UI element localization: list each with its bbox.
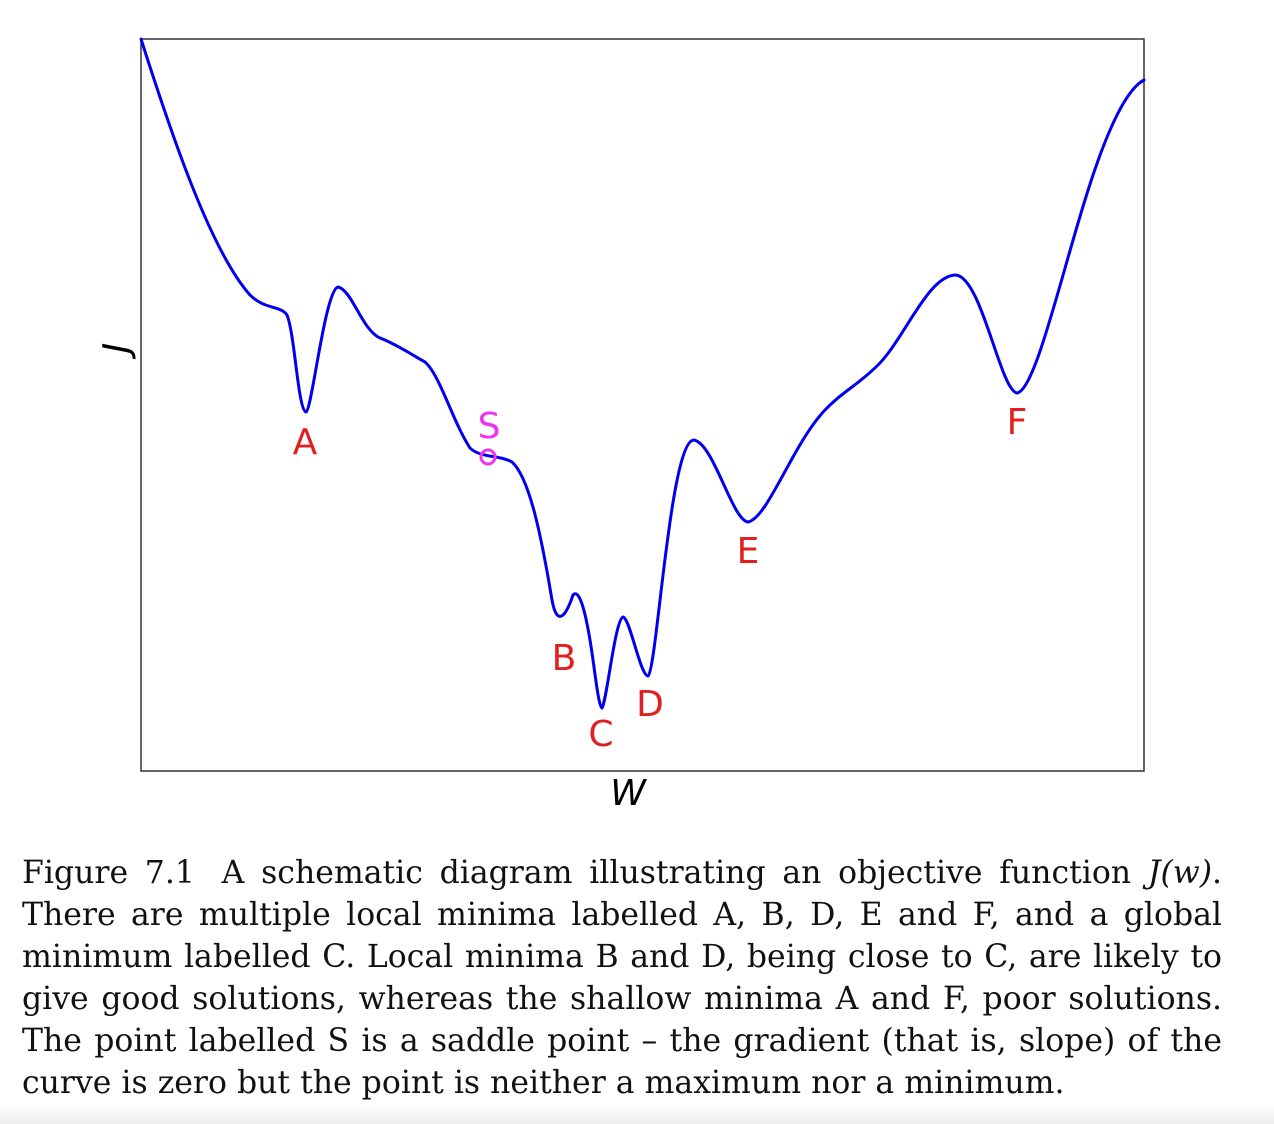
point-label-e: E: [737, 531, 760, 572]
figure-caption: Figure 7.1 A schematic diagram illustrat…: [22, 852, 1222, 1104]
caption-figure-number: Figure 7.1: [22, 855, 195, 891]
figure-svg: A S B C D E F W J: [96, 37, 1146, 814]
point-label-a: A: [293, 422, 318, 463]
caption-math: J(w): [1147, 855, 1212, 891]
saddle-point-marker: [479, 448, 497, 466]
x-axis-label: W: [610, 773, 647, 814]
point-label-s: S: [478, 406, 501, 447]
objective-curve: [139, 37, 1146, 710]
caption-text-intro: A schematic diagram illustrating an obje…: [221, 855, 1132, 891]
objective-function-figure: A S B C D E F W J: [96, 37, 1146, 814]
point-label-b: B: [552, 638, 577, 679]
point-label-d: D: [636, 684, 664, 725]
plot-frame: [140, 38, 1145, 772]
page-bottom-shadow: [0, 1104, 1274, 1124]
y-axis-label: J: [96, 343, 137, 360]
caption-text-body: . There are multiple local minima labell…: [22, 855, 1222, 1101]
point-label-c: C: [588, 714, 613, 755]
point-label-f: F: [1007, 402, 1028, 443]
